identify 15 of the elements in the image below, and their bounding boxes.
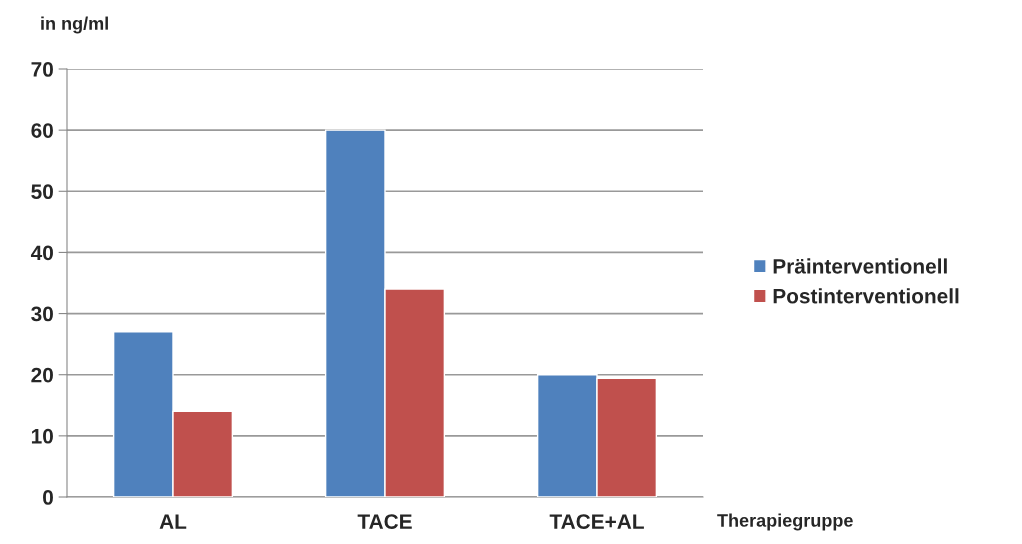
x-tick-label: TACE xyxy=(357,514,412,529)
x-tick-label: AL xyxy=(159,514,187,529)
x-axis-title: Therapiegruppe xyxy=(717,513,853,531)
y-tick-label: 40 xyxy=(30,245,53,261)
y-tick-label: 50 xyxy=(31,184,53,200)
x-tick-label: TACE+AL xyxy=(549,514,644,529)
y-tick-label: 20 xyxy=(31,367,53,383)
y-tick-label: 60 xyxy=(31,123,53,138)
legend-label: Präinterventionell xyxy=(773,258,947,274)
legend-label: Postinterventionell xyxy=(773,288,959,304)
y-tick-label: 30 xyxy=(31,306,53,322)
y-axis-title: in ng/ml xyxy=(41,16,108,34)
y-tick-label: 10 xyxy=(31,428,53,444)
y-tick-label: 70 xyxy=(31,62,53,77)
y-tick-label: 0 xyxy=(43,490,53,505)
